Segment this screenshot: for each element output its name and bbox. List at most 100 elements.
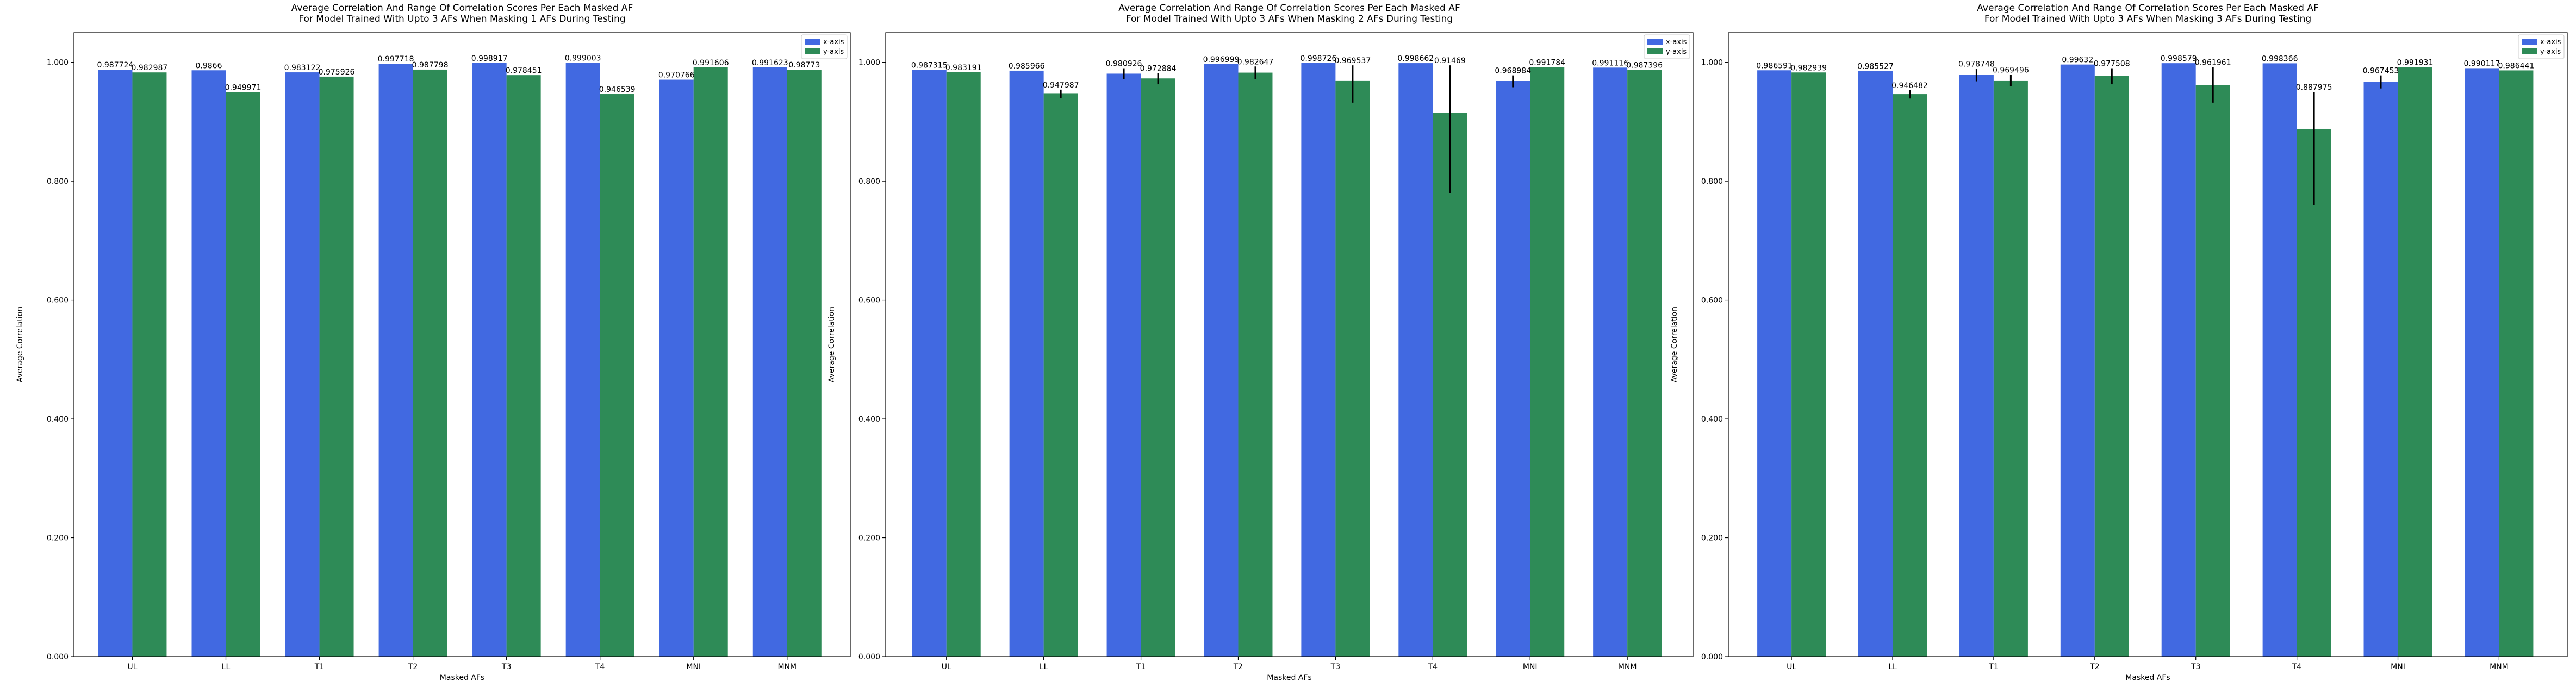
chart-2-value-label-x-axis-MNI: 0.968984 <box>1495 67 1531 76</box>
chart-1-bar-x-axis-T3 <box>472 63 507 657</box>
chart-2-bar-x-axis-T1 <box>1106 73 1141 657</box>
chart-2-legend-label-y-axis: y-axis <box>1666 48 1687 56</box>
chart-3-title: Average Correlation And Range Of Correla… <box>1977 3 2318 24</box>
chart-1-xtick-label-LL: LL <box>222 663 231 671</box>
chart-1-xtick-label-T2: T2 <box>408 663 418 671</box>
chart-3-value-label-y-axis-MNM: 0.986441 <box>2498 61 2535 70</box>
chart-3-xlabel: Masked AFs <box>2125 673 2170 682</box>
chart-1-value-label-x-axis-T1: 0.983122 <box>284 64 321 72</box>
chart-2-xtick-label-T3: T3 <box>1330 663 1340 671</box>
chart-2-title: Average Correlation And Range Of Correla… <box>1118 3 1460 24</box>
chart-3-legend-swatch-y-axis <box>2522 48 2537 54</box>
chart-3-bar-y-axis-T1 <box>1993 80 2028 657</box>
chart-1-value-label-y-axis-T4: 0.946539 <box>599 85 636 94</box>
chart-3-bar-y-axis-LL <box>1893 94 1927 657</box>
chart-3-bar-x-axis-T4 <box>2262 63 2297 657</box>
chart-1-xtick-label-T3: T3 <box>501 663 511 671</box>
chart-3-bar-y-axis-MNI <box>2398 67 2432 657</box>
chart-2-bar-y-axis-T3 <box>1335 80 1370 657</box>
chart-3-ylabel: Average Correlation <box>1670 307 1679 382</box>
chart-3-ytick-label: 0.200 <box>1701 534 1723 543</box>
chart-2-bar-x-axis-MNI <box>1496 81 1530 657</box>
chart-2-value-label-x-axis-T4: 0.998662 <box>1397 54 1434 63</box>
chart-2-axes-frame <box>885 32 1694 657</box>
chart-1-panel: Average Correlation And Range Of Correla… <box>16 3 851 682</box>
chart-3-xtick-label-MNI: MNI <box>2391 663 2405 671</box>
chart-1-bar-y-axis-UL <box>132 72 167 657</box>
chart-1-xtick-label-T4: T4 <box>595 663 605 671</box>
chart-3-bar-y-axis-UL <box>1791 72 1826 657</box>
chart-3-xtick-label-LL: LL <box>1888 663 1897 671</box>
chart-3-bar-x-axis-T1 <box>1959 75 1994 657</box>
chart-1-value-label-x-axis-T2: 0.997718 <box>378 55 414 64</box>
chart-2-value-label-x-axis-T1: 0.980926 <box>1106 60 1142 69</box>
chart-2-bar-y-axis-T2 <box>1238 72 1273 657</box>
chart-2-xtick-label-T2: T2 <box>1233 663 1243 671</box>
chart-3-bar-x-axis-MNI <box>2363 82 2398 657</box>
chart-1-value-label-y-axis-T3: 0.978451 <box>506 66 542 75</box>
chart-3-panel: Average Correlation And Range Of Correla… <box>1670 3 2568 682</box>
chart-3-bar-x-axis-T2 <box>2060 64 2095 657</box>
chart-2-bar-x-axis-LL <box>1009 70 1044 657</box>
chart-3-xtick-label-T1: T1 <box>1988 663 1998 671</box>
chart-1-title: Average Correlation And Range Of Correla… <box>291 3 633 24</box>
chart-3-bar-x-axis-UL <box>1757 70 1792 657</box>
chart-3-bar-y-axis-T3 <box>2195 85 2230 657</box>
chart-3-xtick-label-UL: UL <box>1787 663 1796 671</box>
chart-3-value-label-x-axis-MNM: 0.990117 <box>2464 59 2500 68</box>
chart-3-value-label-y-axis-UL: 0.982939 <box>1790 64 1827 72</box>
chart-1-value-label-x-axis-MNM: 0.991623 <box>752 59 788 67</box>
chart-2-ytick-label: 0.200 <box>858 534 880 543</box>
chart-2-value-label-y-axis-T4: 0.91469 <box>1434 57 1466 65</box>
chart-1-bar-x-axis-MNI <box>659 79 694 657</box>
chart-1-title-line: Average Correlation And Range Of Correla… <box>291 3 633 14</box>
chart-3-xtick-label-MNM: MNM <box>2490 663 2509 671</box>
chart-1-ytick-label: 1.000 <box>47 59 69 67</box>
chart-3-xtick-label-T3: T3 <box>2191 663 2200 671</box>
chart-1-value-label-y-axis-LL: 0.949971 <box>225 83 262 92</box>
chart-3-value-label-y-axis-T3: 0.961961 <box>2195 58 2231 67</box>
chart-1-bar-y-axis-MNI <box>693 67 728 657</box>
chart-2-bar-x-axis-UL <box>912 70 947 657</box>
chart-2-ylabel: Average Correlation <box>827 307 836 382</box>
chart-2-title-line: For Model Trained With Upto 3 AFs When M… <box>1126 14 1453 24</box>
chart-1-ylabel: Average Correlation <box>16 307 24 382</box>
chart-1-bar-y-axis-T4 <box>600 94 634 657</box>
chart-2-value-label-x-axis-LL: 0.985966 <box>1009 62 1045 71</box>
chart-1-xlabel: Masked AFs <box>440 673 484 682</box>
chart-3-xtick-label-T2: T2 <box>2089 663 2099 671</box>
chart-1-xtick-label-MNI: MNI <box>686 663 701 671</box>
chart-2-xtick-label-LL: LL <box>1040 663 1048 671</box>
chart-1-bar-x-axis-T4 <box>565 63 600 657</box>
chart-2-value-label-x-axis-T2: 0.996999 <box>1203 55 1240 64</box>
chart-3-ytick-label: 0.400 <box>1701 415 1723 424</box>
chart-2-ytick-label: 0.800 <box>858 177 880 186</box>
chart-2-bar-x-axis-T2 <box>1204 64 1239 657</box>
chart-1-value-label-y-axis-MNM: 0.98773 <box>788 61 820 70</box>
chart-1-value-label-y-axis-MNI: 0.991606 <box>693 59 729 67</box>
chart-1-bar-x-axis-T1 <box>285 72 320 657</box>
chart-2-value-label-y-axis-T2: 0.982647 <box>1237 58 1274 66</box>
chart-3-value-label-x-axis-T1: 0.978748 <box>1958 60 1995 69</box>
chart-2-xtick-label-UL: UL <box>942 663 951 671</box>
chart-1-axes-frame <box>73 32 851 657</box>
chart-3-value-label-x-axis-UL: 0.986591 <box>1756 61 1793 70</box>
chart-2-legend-label-x-axis: x-axis <box>1666 38 1687 46</box>
chart-3-legend-label-x-axis: x-axis <box>2540 38 2561 46</box>
chart-2-xtick-label-MNM: MNM <box>1618 663 1637 671</box>
chart-2-value-label-x-axis-MNM: 0.991116 <box>1592 59 1628 67</box>
chart-3-value-label-y-axis-MNI: 0.991931 <box>2397 58 2434 67</box>
chart-3-bar-x-axis-T3 <box>2161 63 2196 657</box>
chart-3-ytick-label: 0.600 <box>1701 296 1723 305</box>
chart-2-value-label-y-axis-MNM: 0.987396 <box>1626 61 1663 70</box>
chart-2-value-label-x-axis-UL: 0.987315 <box>911 61 948 70</box>
chart-3-title-line: Average Correlation And Range Of Correla… <box>1977 3 2318 14</box>
chart-3-title-line: For Model Trained With Upto 3 AFs When M… <box>1984 14 2311 24</box>
chart-1-bar-y-axis-T1 <box>319 76 354 657</box>
chart-1-title-line: For Model Trained With Upto 3 AFs When M… <box>298 14 625 24</box>
chart-3-value-label-x-axis-MNI: 0.967453 <box>2363 67 2399 76</box>
chart-3-legend-swatch-x-axis <box>2522 39 2537 45</box>
chart-2-xtick-label-T4: T4 <box>1428 663 1438 671</box>
chart-3-bar-y-axis-T4 <box>2297 128 2331 657</box>
chart-2-ytick-label: 0.000 <box>858 653 880 662</box>
